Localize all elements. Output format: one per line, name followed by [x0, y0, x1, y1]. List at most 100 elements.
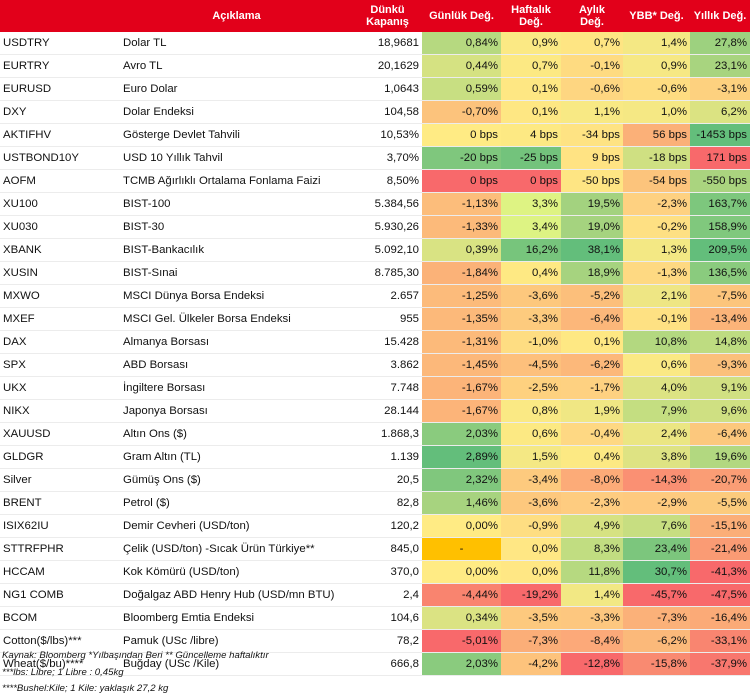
row-monthly-change: -8,4% [561, 629, 623, 653]
row-close: 5.092,10 [353, 238, 422, 262]
row-description: USD 10 Yıllık Tahvil [120, 146, 353, 170]
row-daily-change: -1,67% [422, 376, 501, 400]
row-weekly-change: -19,2% [501, 583, 561, 607]
table-row: XAUUSD Altın Ons ($) 1.868,3 2,03% 0,6% -0,4%… [0, 422, 750, 446]
row-daily-change: 0,59% [422, 77, 501, 101]
row-yearly-change: 9,6% [690, 399, 750, 423]
row-yearly-change: -13,4% [690, 307, 750, 331]
table-row: Cotton($/lbs)*** Pamuk (USc /libre) 78,2 -5… [0, 629, 750, 653]
row-weekly-change: -25 bps [501, 146, 561, 170]
row-ytd-change: 0,6% [623, 353, 690, 377]
row-close: 1,0643 [353, 77, 422, 101]
row-monthly-change: -1,7% [561, 376, 623, 400]
row-close: 1.139 [353, 445, 422, 469]
row-daily-change: -5,01% [422, 629, 501, 653]
row-monthly-change: 19,5% [561, 192, 623, 216]
row-daily-change: -1,84% [422, 261, 501, 285]
row-weekly-change: -0,9% [501, 514, 561, 538]
row-ytd-change: -6,2% [623, 629, 690, 653]
row-ytd-change: -14,3% [623, 468, 690, 492]
row-description: Gram Altın (TL) [120, 445, 353, 469]
row-description: MSCI Gel. Ülkeler Borsa Endeksi [120, 307, 353, 331]
row-ytd-change: -18 bps [623, 146, 690, 170]
row-daily-change: 2,89% [422, 445, 501, 469]
row-weekly-change: -1,0% [501, 330, 561, 354]
row-monthly-change: -8,0% [561, 468, 623, 492]
header-description: Açıklama [120, 0, 353, 32]
market-data-table: Açıklama Dünkü Kapanış Günlük Değ. Haftal… [0, 0, 750, 676]
table-row: Wheat($/bu)**** Buğday (USc /Kile) 666,8 2,… [0, 652, 750, 676]
row-code: EURUSD [0, 77, 120, 101]
row-description: Buğday (USc /Kile) [120, 652, 353, 676]
row-daily-change: 0,44% [422, 54, 501, 78]
table-row: ISIX62IU Demir Cevheri (USD/ton) 120,2 0,00… [0, 514, 750, 538]
row-ytd-change: -2,9% [623, 491, 690, 515]
row-weekly-change: -7,3% [501, 629, 561, 653]
table-row: HCCAM Kok Kömürü (USD/ton) 370,0 0,00% 0,0% 1… [0, 560, 750, 584]
row-monthly-change: 0,7% [561, 32, 623, 55]
row-description: BIST-Bankacılık [120, 238, 353, 262]
row-ytd-change: -54 bps [623, 169, 690, 193]
row-ytd-change: -0,2% [623, 215, 690, 239]
table-row: BRENT Petrol ($) 82,8 1,46% -3,6% -2,3% -2,9% -… [0, 491, 750, 515]
row-ytd-change: 1,0% [623, 100, 690, 124]
row-daily-change: 0 bps [422, 123, 501, 147]
row-code: USDTRY [0, 32, 120, 55]
row-code: UKX [0, 376, 120, 400]
row-description: Altın Ons ($) [120, 422, 353, 446]
row-weekly-change: -3,3% [501, 307, 561, 331]
row-description: Euro Dolar [120, 77, 353, 101]
row-daily-change: -4,44% [422, 583, 501, 607]
row-close: 120,2 [353, 514, 422, 538]
header-close: Dünkü Kapanış [353, 0, 422, 32]
table-row: EURTRY Avro TL 20,1629 0,44% 0,7% -0,1% 0,9% 23… [0, 54, 750, 78]
row-description: BIST-30 [120, 215, 353, 239]
row-yearly-change: -5,5% [690, 491, 750, 515]
row-monthly-change: -6,4% [561, 307, 623, 331]
row-weekly-change: 0,6% [501, 422, 561, 446]
row-description: Dolar Endeksi [120, 100, 353, 124]
row-daily-change: -1,31% [422, 330, 501, 354]
row-monthly-change: -12,8% [561, 652, 623, 676]
header-monthly: Aylık Değ. [561, 0, 623, 32]
row-yearly-change: 6,2% [690, 100, 750, 124]
row-ytd-change: 1,4% [623, 32, 690, 55]
row-close: 2,4 [353, 583, 422, 607]
header-code [0, 0, 120, 32]
header-yearly: Yıllık Değ. [690, 0, 750, 32]
header-weekly: Haftalık Değ. [501, 0, 561, 32]
table-row: NG1 COMB Doğalgaz ABD Henry Hub (USD/mn B… [0, 583, 750, 607]
row-code: XU100 [0, 192, 120, 216]
row-weekly-change: 0,9% [501, 32, 561, 55]
row-ytd-change: -0,6% [623, 77, 690, 101]
table-row: EURUSD Euro Dolar 1,0643 0,59% 0,1% -0,6% -0,6… [0, 77, 750, 101]
row-close: 1.868,3 [353, 422, 422, 446]
row-daily-change: -20 bps [422, 146, 501, 170]
row-description: Pamuk (USc /libre) [120, 629, 353, 653]
row-monthly-change: 18,9% [561, 261, 623, 285]
row-code: ISIX62IU [0, 514, 120, 538]
row-ytd-change: -0,1% [623, 307, 690, 331]
table-row: DAX Almanya Borsası 15.428 -1,31% -1,0% 0,1% 1… [0, 330, 750, 354]
row-yearly-change: 163,7% [690, 192, 750, 216]
row-close: 955 [353, 307, 422, 331]
row-code: XBANK [0, 238, 120, 262]
row-close: 104,58 [353, 100, 422, 124]
table-row: AOFM TCMB Ağırlıklı Ortalama Fonlama Faiz… [0, 169, 750, 193]
table-row: MXWO MSCI Dünya Borsa Endeksi 2.657 -1,25% -… [0, 284, 750, 308]
row-yearly-change: -7,5% [690, 284, 750, 308]
row-daily-change: 1,46% [422, 491, 501, 515]
row-ytd-change: 0,9% [623, 54, 690, 78]
row-weekly-change: 0 bps [501, 169, 561, 193]
row-weekly-change: 0,1% [501, 77, 561, 101]
footnote-bushel: ****Bushel:Kile; 1 Kile: yaklaşık 27,2 k… [2, 683, 169, 694]
row-monthly-change: -50 bps [561, 169, 623, 193]
row-close: 8,50% [353, 169, 422, 193]
row-code: XAUUSD [0, 422, 120, 446]
row-code: DAX [0, 330, 120, 354]
row-code: BCOM [0, 606, 120, 630]
row-close: 18,9681 [353, 32, 422, 55]
row-monthly-change: 1,4% [561, 583, 623, 607]
row-description: MSCI Dünya Borsa Endeksi [120, 284, 353, 308]
row-code: HCCAM [0, 560, 120, 584]
